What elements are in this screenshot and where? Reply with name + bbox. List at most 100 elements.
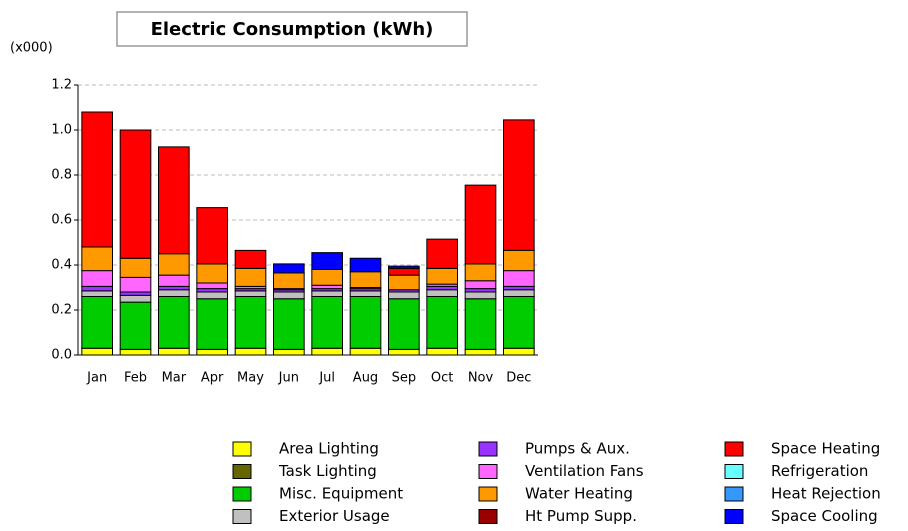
bar-segment (234, 347, 267, 356)
bar-segment (119, 257, 152, 278)
bar-segment (503, 270, 535, 287)
legend-swatch (232, 509, 252, 524)
bar-segment (388, 267, 420, 276)
bar-segment (349, 347, 382, 356)
bar-segment (119, 291, 152, 296)
x-tick-label: Dec (506, 371, 531, 386)
x-tick-label: Nov (468, 371, 494, 386)
bar-segment (196, 207, 228, 265)
bar-segment (426, 267, 459, 285)
bar-segment (426, 347, 459, 356)
bar-segment (349, 271, 382, 288)
bar-segment (81, 290, 114, 297)
bar-segment (273, 272, 305, 290)
bar-segment (119, 301, 152, 350)
bar-segment (388, 291, 420, 300)
legend-swatch (724, 441, 744, 457)
x-tick-label: May (237, 371, 264, 386)
bar-segment (503, 119, 535, 251)
bar-segment (464, 348, 497, 356)
bar-segment (119, 129, 152, 259)
bar-segment (464, 291, 497, 300)
chart-title: Electric Consumption (kWh) (151, 19, 434, 40)
bar-segment (464, 298, 497, 350)
legend-label: Pumps & Aux. (525, 440, 630, 458)
bar-segment (503, 285, 535, 291)
bar-segment (81, 296, 114, 349)
x-tick-label: Apr (201, 371, 224, 386)
y-unit: (x000) (10, 41, 53, 56)
bar-segment (311, 347, 344, 356)
bar-segment (234, 249, 267, 269)
legend-label: Misc. Equipment (279, 485, 403, 503)
bar-segment (273, 348, 305, 356)
legend-swatch (232, 441, 252, 457)
bar-segment (388, 348, 420, 356)
bar-segment (388, 298, 420, 350)
bar-segment (196, 288, 228, 293)
bar-segment (119, 348, 152, 356)
bar-segment (464, 263, 497, 282)
legend-swatch (478, 486, 498, 502)
bar-segment (81, 285, 114, 292)
bar-segment (311, 290, 344, 297)
bar-segment (234, 290, 267, 297)
bar-segment (349, 290, 382, 297)
bar-segment (119, 294, 152, 303)
bar-segment (234, 267, 267, 287)
bar-segment (273, 298, 305, 350)
x-tick-label: Jan (86, 371, 107, 386)
legend-label: Space Heating (771, 440, 880, 458)
x-tick-label: Jun (278, 371, 299, 386)
legend-label: Heat Rejection (771, 485, 881, 503)
x-tick-label: Jul (318, 371, 335, 386)
bar-segment (503, 249, 535, 272)
legend-label: Refrigeration (771, 462, 868, 480)
bar-segment (158, 289, 190, 297)
bar-segment (426, 285, 459, 291)
bar-segment (158, 253, 190, 276)
legend-swatch (724, 486, 744, 502)
legend-label: Ventilation Fans (525, 462, 644, 480)
bar-segment (196, 348, 228, 356)
bar-segment (503, 347, 535, 356)
y-tick-label: 1.0 (51, 123, 72, 138)
y-tick-label: 0.4 (51, 258, 72, 273)
bar-segment (234, 296, 267, 349)
title-box (116, 11, 468, 47)
bar-segment (311, 284, 344, 290)
legend-swatch (724, 464, 744, 479)
legend-label: Exterior Usage (279, 507, 390, 525)
bar-segment (273, 291, 305, 300)
bar-segment (311, 296, 344, 349)
legend-swatch (478, 509, 498, 524)
legend-label: Task Lighting (278, 462, 377, 480)
legend-swatch (232, 486, 252, 502)
bar-segment (158, 347, 190, 356)
bar-segment (388, 274, 420, 291)
bar-segment (349, 257, 382, 273)
y-tick-label: 1.2 (51, 78, 72, 93)
bar-segment (426, 289, 459, 297)
bar-segment (158, 274, 190, 287)
bar-segment (158, 296, 190, 349)
y-tick-label: 0.0 (51, 348, 72, 363)
bar-segment (426, 296, 459, 349)
bar-segment (388, 265, 420, 269)
bar-segment (81, 347, 114, 356)
y-tick-label: 0.8 (51, 168, 72, 183)
x-tick-label: Sep (392, 371, 417, 386)
bar-segment (464, 280, 497, 290)
bar-segment (158, 285, 190, 291)
bar-segment (81, 111, 114, 248)
legend-swatch (478, 441, 498, 457)
y-tick-label: 0.2 (51, 303, 72, 318)
bar-segment (503, 289, 535, 297)
legend-swatch (724, 509, 744, 524)
bar-segment (196, 263, 228, 284)
bar-segment (311, 252, 344, 270)
legend-swatch (478, 464, 498, 479)
bar-segment (503, 296, 535, 349)
legend-label: Space Cooling (771, 507, 878, 525)
